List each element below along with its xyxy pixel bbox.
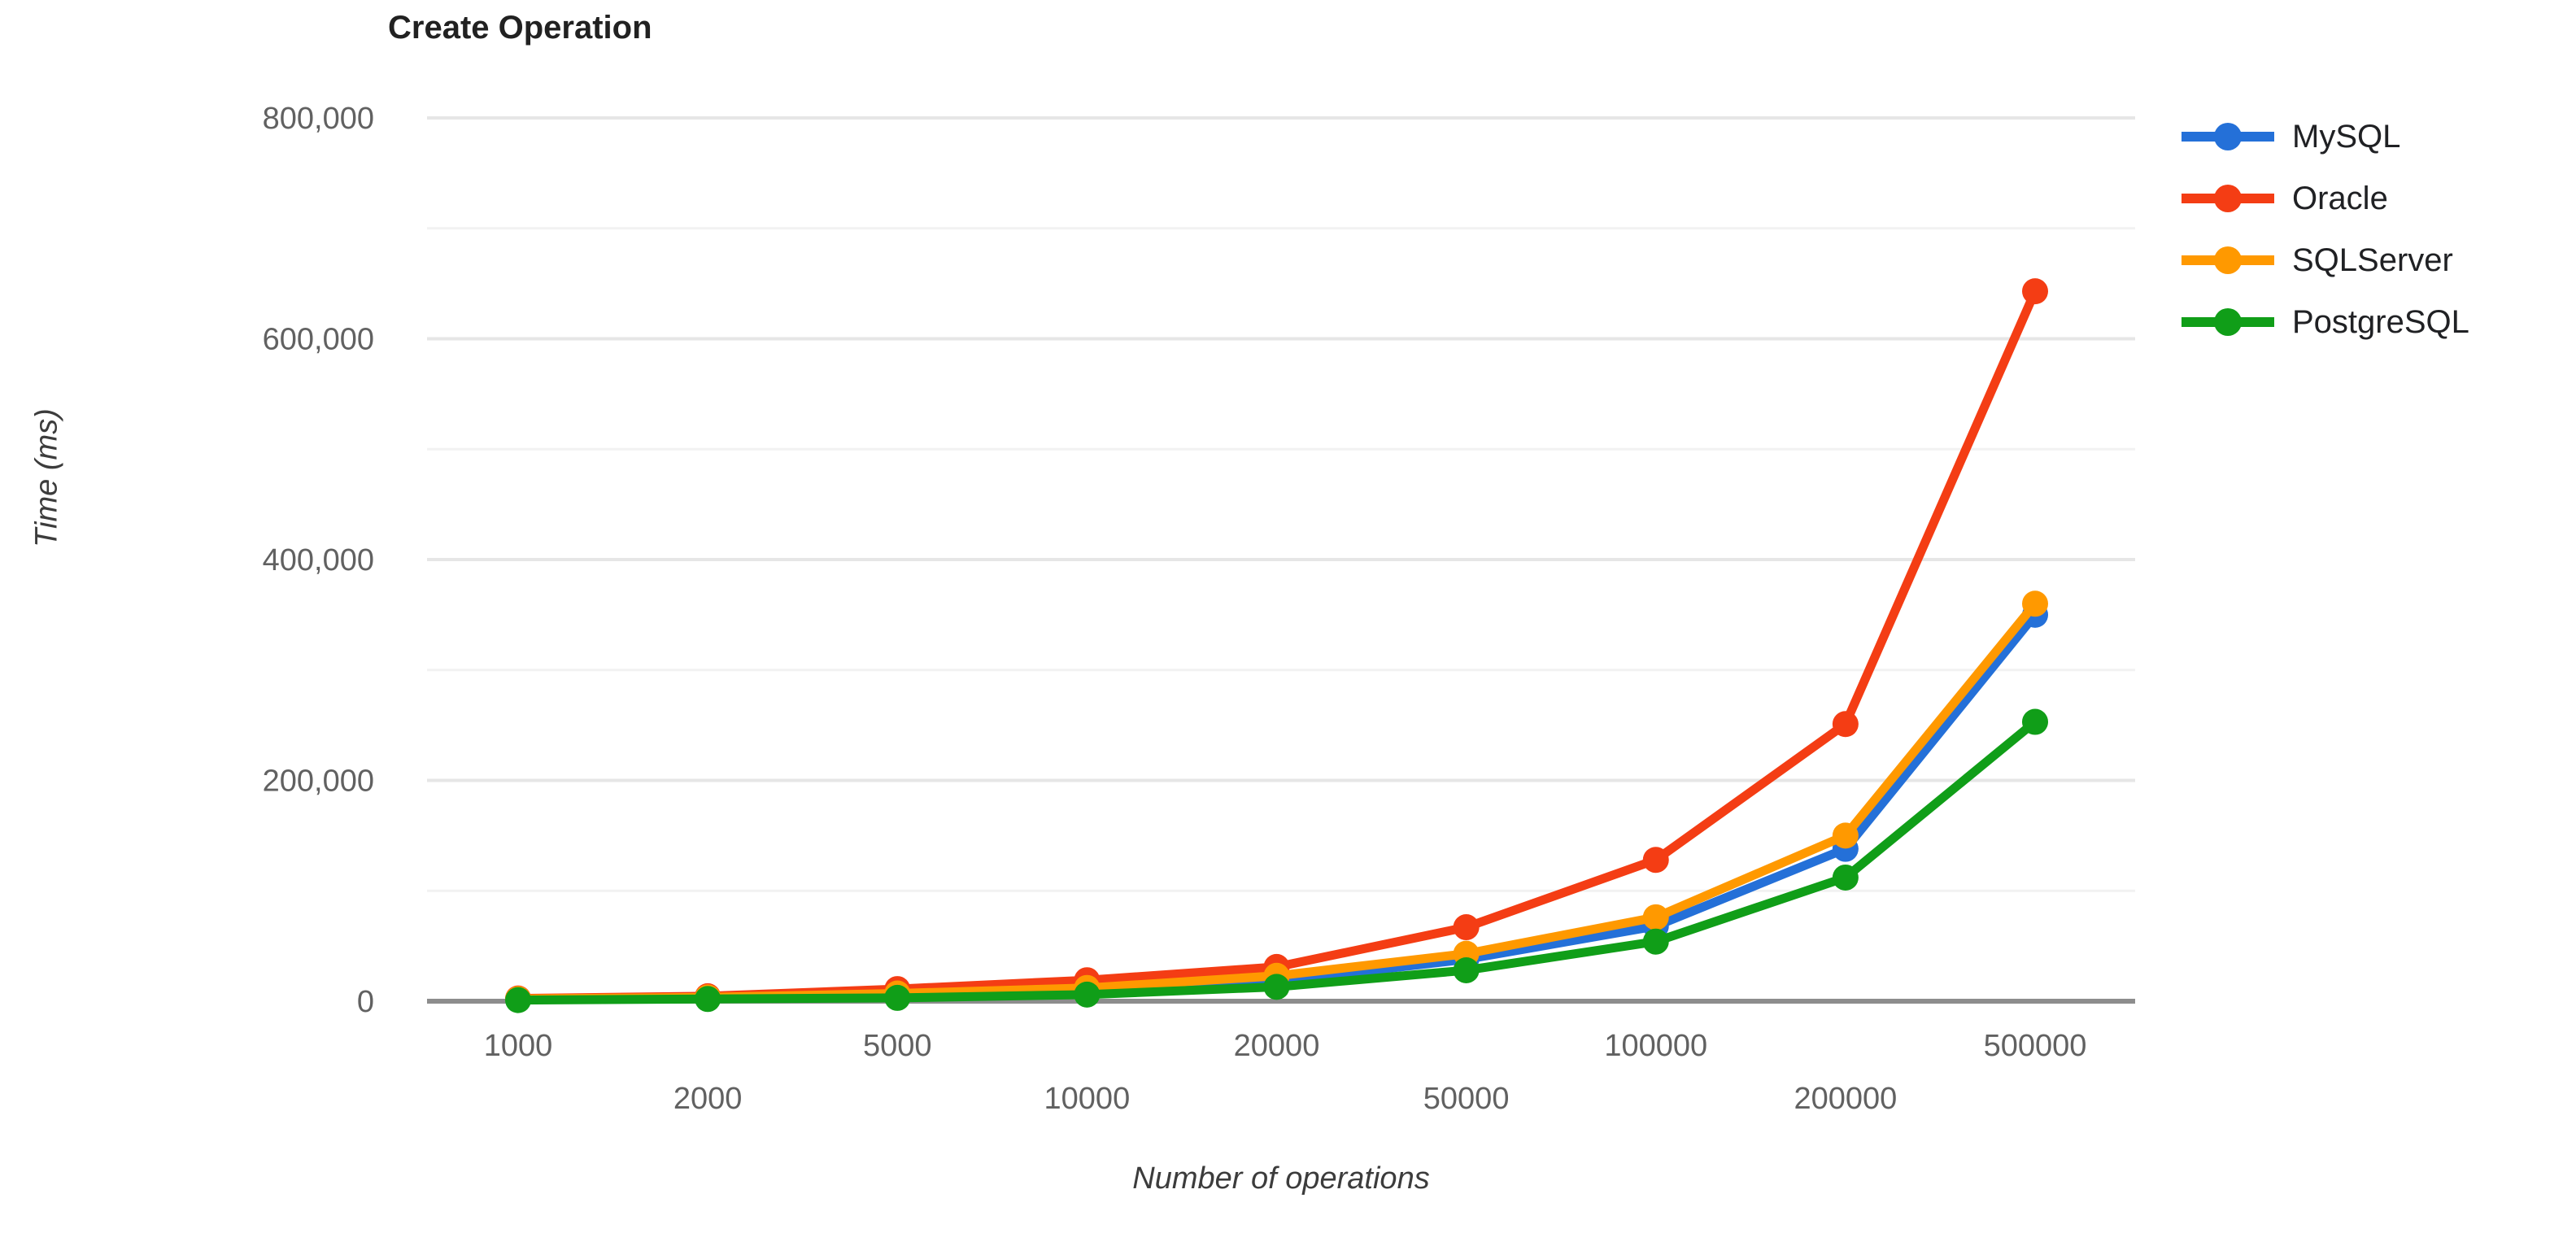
data-point-oracle[interactable]: [1453, 914, 1480, 941]
legend-item-oracle[interactable]: Oracle: [2180, 181, 2469, 216]
series-line-sqlserver: [513, 599, 2040, 1004]
legend-item-sqlserver[interactable]: SQLServer: [2180, 242, 2469, 278]
x-tick-label: 20000: [1234, 1029, 1320, 1063]
legend-label: SQLServer: [2292, 242, 2453, 278]
data-point-oracle[interactable]: [1642, 847, 1669, 874]
data-point-postgresql[interactable]: [505, 987, 531, 1013]
data-point-postgresql[interactable]: [1074, 981, 1101, 1008]
data-point-postgresql[interactable]: [695, 986, 721, 1013]
x-tick-label: 200000: [1794, 1082, 1897, 1116]
legend-label: MySQL: [2292, 118, 2401, 155]
legend-marker-oracle-icon: [2182, 185, 2274, 212]
data-point-postgresql[interactable]: [1832, 864, 1859, 891]
y-tick-label: 200,000: [263, 765, 374, 799]
legend-item-postgresql[interactable]: PostgreSQL: [2180, 304, 2469, 340]
data-point-postgresql[interactable]: [1263, 974, 1290, 1000]
y-tick-label: 800,000: [263, 102, 374, 136]
x-tick-label: 100000: [1604, 1029, 1707, 1063]
series-line-mysql: [513, 610, 2040, 1004]
x-tick-label: 10000: [1044, 1082, 1131, 1116]
legend-label: Oracle: [2292, 180, 2388, 216]
data-point-oracle[interactable]: [1832, 711, 1859, 738]
legend-marker-mysql-icon: [2182, 123, 2274, 150]
legend-label: PostgreSQL: [2292, 303, 2469, 340]
x-tick-label: 1000: [484, 1029, 553, 1063]
data-point-sqlserver[interactable]: [1642, 904, 1669, 930]
chart-title: Create Operation: [388, 10, 652, 46]
legend-item-mysql[interactable]: MySQL: [2180, 119, 2469, 155]
x-axis-title: Number of operations: [1132, 1161, 1430, 1196]
legend-marker-postgresql-icon: [2182, 308, 2274, 336]
y-tick-label: 600,000: [263, 323, 374, 357]
data-point-sqlserver[interactable]: [1832, 822, 1859, 849]
x-tick-label: 5000: [863, 1029, 932, 1063]
x-tick-label: 500000: [1984, 1029, 2087, 1063]
data-point-postgresql[interactable]: [1453, 956, 1480, 983]
x-tick-label: 50000: [1423, 1082, 1510, 1116]
x-tick-label: 2000: [673, 1082, 743, 1116]
data-point-postgresql[interactable]: [1642, 928, 1669, 955]
legend: MySQL Oracle SQLServer PostgreSQL: [2180, 119, 2469, 366]
y-tick-label: 400,000: [263, 543, 374, 577]
y-axis-title: Time (ms): [29, 408, 64, 547]
data-point-postgresql[interactable]: [884, 984, 911, 1011]
data-point-oracle[interactable]: [2022, 278, 2048, 305]
legend-marker-sqlserver-icon: [2182, 246, 2274, 274]
data-point-sqlserver[interactable]: [2022, 590, 2048, 617]
y-tick-label: 0: [357, 985, 374, 1019]
data-point-postgresql[interactable]: [2022, 708, 2048, 735]
